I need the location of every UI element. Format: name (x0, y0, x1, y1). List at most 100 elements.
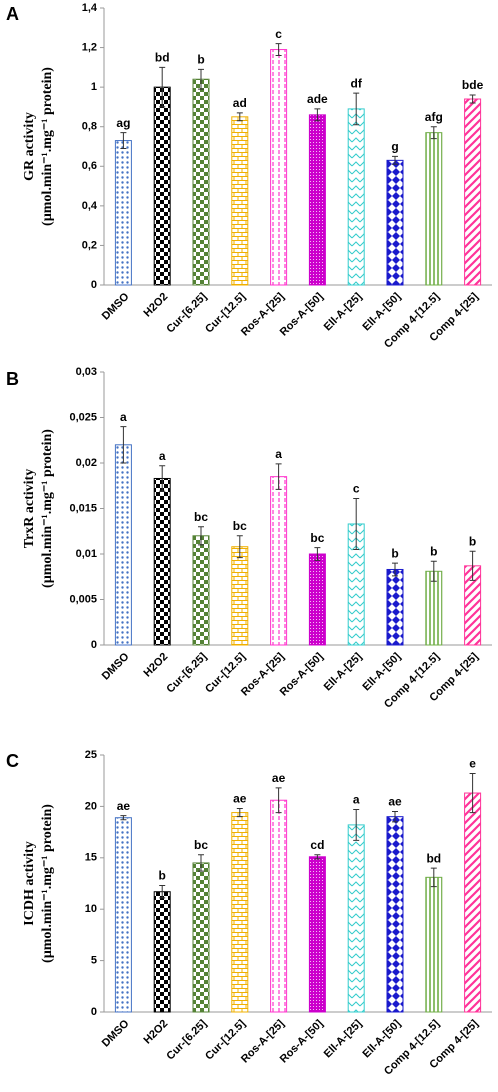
significance-label: bd (426, 851, 441, 865)
bar (231, 116, 249, 286)
y-tick-label: 0,8 (82, 121, 97, 133)
error-bar (236, 807, 243, 818)
significance-label: bc (310, 531, 324, 545)
error-bar (120, 426, 127, 464)
x-tick-label: DMSO (100, 290, 132, 322)
y-tick-label: 0,03 (76, 366, 97, 378)
significance-label: bc (194, 838, 208, 852)
bar (425, 876, 443, 1013)
bar (308, 114, 326, 286)
error-bar (198, 68, 204, 90)
x-tick-label: Cur-[6.25] (164, 290, 209, 335)
y-tick-label: 0,2 (82, 239, 97, 251)
significance-label: b (430, 544, 437, 558)
x-tick-label: DMSO (100, 650, 132, 682)
significance-label: a (120, 410, 127, 424)
significance-label: a (159, 449, 166, 463)
error-bar (275, 463, 282, 490)
significance-label: bde (462, 78, 484, 92)
error-bar (120, 815, 127, 821)
y-tick-label: 0,02 (76, 457, 97, 469)
error-bar (430, 867, 437, 888)
y-tick-label: 25 (85, 749, 97, 761)
x-tick-label: H2O2 (142, 651, 171, 680)
y-tick-label: 1,2 (82, 41, 97, 53)
error-bar (430, 560, 437, 582)
error-bar (314, 854, 321, 860)
bar (153, 86, 171, 286)
panel-label: B (6, 369, 19, 389)
significance-label: ad (233, 96, 247, 110)
error-bar (159, 885, 166, 899)
error-bar (159, 465, 166, 492)
panel-label: A (6, 4, 19, 24)
y-tick-label: 5 (91, 955, 97, 967)
y-tick-label: 0 (91, 639, 97, 651)
bar (386, 816, 404, 1013)
y-tick-label: 0,01 (76, 548, 97, 560)
error-bar (198, 526, 204, 546)
error-bar (469, 94, 476, 104)
y-tick-label: 0,6 (82, 160, 97, 172)
x-tick-label: Ell-A-[25] (322, 1017, 365, 1060)
x-tick-label: Cur-[6.25] (164, 650, 209, 695)
y-axis-title: ICDH activity (22, 841, 37, 925)
error-bar (353, 497, 360, 550)
y-tick-label: 0,025 (69, 411, 97, 423)
bar (386, 568, 404, 646)
y-axis-title: (µmol.min⁻¹.mg⁻¹ protein) (40, 67, 55, 226)
significance-label: ae (272, 771, 286, 785)
error-bar (353, 808, 360, 841)
x-tick-label: Cur-[6.25] (164, 1017, 209, 1062)
y-axis-title: (µmol.min⁻¹.mg⁻¹ protein) (40, 804, 55, 963)
y-axis-title: TrxR activity (22, 469, 37, 548)
bar (386, 159, 404, 286)
bar (270, 49, 288, 286)
significance-label: c (353, 482, 360, 496)
significance-label: b (469, 534, 476, 548)
significance-label: b (391, 546, 398, 560)
significance-label: bc (194, 510, 208, 524)
x-tick-label: H2O2 (142, 1018, 171, 1047)
significance-label: cd (310, 838, 324, 852)
y-axis-title: GR activity (22, 112, 37, 181)
bar (270, 799, 288, 1013)
bar (114, 444, 132, 646)
x-tick-label: Ell-A-[25] (322, 290, 365, 333)
y-axis-title: (µmol.min⁻¹.mg⁻¹ protein) (40, 429, 55, 588)
bar (231, 546, 249, 646)
significance-label: g (391, 140, 398, 154)
x-tick-label: Ell-A-[25] (322, 650, 365, 693)
significance-label: a (353, 793, 360, 807)
y-tick-label: 1,4 (82, 2, 98, 14)
error-bar (120, 132, 127, 149)
significance-label: ae (388, 795, 402, 809)
error-bar (353, 92, 360, 126)
significance-label: bd (155, 51, 170, 65)
bar (192, 78, 210, 286)
y-tick-label: 0,015 (69, 502, 97, 514)
bar (308, 856, 326, 1013)
bar (231, 812, 249, 1013)
significance-label: ae (117, 799, 131, 813)
error-bar (236, 112, 243, 122)
error-bar (198, 854, 204, 872)
bar (464, 98, 482, 286)
significance-label: a (275, 447, 282, 461)
significance-label: ae (233, 792, 247, 806)
y-tick-label: 0,005 (69, 593, 97, 605)
error-bar (275, 787, 282, 814)
bar (153, 891, 171, 1013)
y-tick-label: 0 (91, 279, 97, 291)
significance-label: ade (307, 92, 328, 106)
bar (153, 477, 171, 646)
significance-label: b (159, 869, 166, 883)
significance-label: ag (116, 116, 130, 130)
bar (114, 817, 132, 1013)
significance-label: bc (233, 519, 247, 533)
significance-label: c (275, 27, 282, 41)
significance-label: afg (425, 110, 443, 124)
error-bar (392, 562, 398, 577)
panel-label: C (6, 751, 19, 771)
